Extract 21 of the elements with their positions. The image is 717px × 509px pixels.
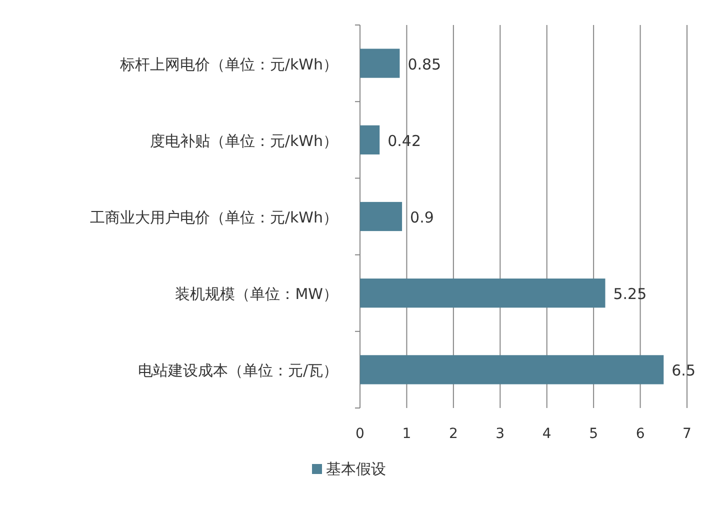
data-label: 0.9 bbox=[410, 208, 434, 226]
x-tick-label: 7 bbox=[682, 426, 692, 442]
x-tick-label: 0 bbox=[356, 426, 364, 442]
y-tick-label: 标杆上网电价（单位：元/kWh） bbox=[118, 55, 338, 74]
bar bbox=[360, 355, 664, 384]
bar bbox=[360, 125, 380, 154]
y-tick-label: 度电补贴（单位：元/kWh） bbox=[150, 132, 338, 150]
legend-label: 基本假设 bbox=[326, 460, 386, 478]
x-tick-label: 6 bbox=[636, 426, 645, 442]
x-tick-label: 2 bbox=[448, 426, 458, 442]
y-tick-label: 装机规模（单位：MW） bbox=[175, 285, 338, 304]
y-tick-label: 电站建设成本（单位：元/瓦） bbox=[138, 362, 338, 380]
x-tick-label: 1 bbox=[402, 426, 412, 442]
bar bbox=[360, 278, 606, 308]
x-tick-label: 3 bbox=[496, 426, 505, 442]
bar bbox=[360, 202, 402, 232]
x-tick-label: 5 bbox=[589, 426, 598, 442]
data-label: 0.85 bbox=[408, 55, 442, 74]
bar bbox=[360, 48, 400, 78]
y-tick-label: 工商业大用户电价（单位：元/kWh） bbox=[90, 208, 338, 226]
x-tick-label: 4 bbox=[542, 426, 552, 442]
